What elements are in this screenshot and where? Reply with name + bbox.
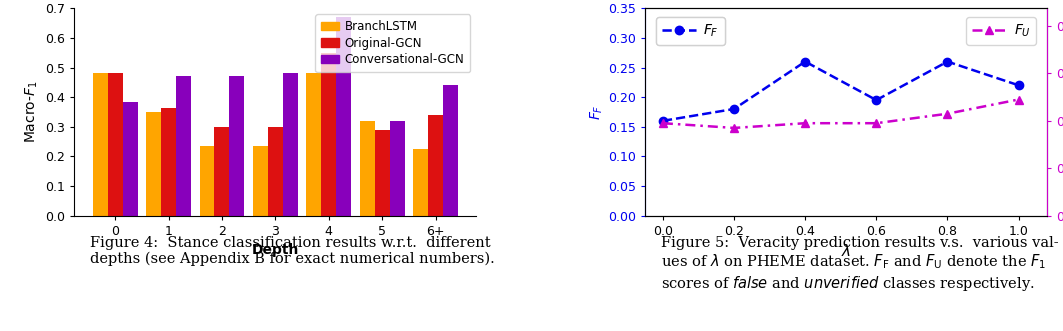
X-axis label: Depth: Depth bbox=[252, 243, 299, 257]
Bar bbox=[268, 127, 283, 215]
Bar bbox=[390, 121, 405, 215]
Bar bbox=[306, 73, 321, 215]
Bar bbox=[283, 73, 298, 215]
Legend: $F_F$: $F_F$ bbox=[656, 17, 725, 45]
Y-axis label: $F_F$: $F_F$ bbox=[589, 104, 605, 120]
Text: Figure 4:  Stance classification results w.r.t.  different
depths (see Appendix : Figure 4: Stance classification results … bbox=[90, 236, 495, 266]
Bar bbox=[428, 115, 443, 215]
Bar bbox=[230, 76, 244, 215]
Text: Figure 5:  Veracity prediction results v.s.  various val-
ues of $\lambda$ on PH: Figure 5: Veracity prediction results v.… bbox=[661, 236, 1059, 293]
Bar bbox=[414, 149, 428, 215]
Bar bbox=[200, 146, 215, 215]
Bar bbox=[146, 112, 162, 215]
Bar bbox=[107, 73, 122, 215]
Bar bbox=[253, 146, 268, 215]
Bar bbox=[321, 53, 336, 215]
Bar bbox=[92, 73, 107, 215]
Bar bbox=[336, 17, 351, 215]
Bar bbox=[443, 85, 458, 215]
Bar bbox=[122, 102, 137, 215]
Bar bbox=[375, 130, 390, 215]
Legend: $F_U$: $F_U$ bbox=[966, 17, 1036, 45]
Legend: BranchLSTM, Original-GCN, Conversational-GCN: BranchLSTM, Original-GCN, Conversational… bbox=[316, 14, 471, 72]
X-axis label: $\lambda$: $\lambda$ bbox=[841, 243, 851, 259]
Bar bbox=[162, 108, 176, 215]
Y-axis label: Macro-$F_1$: Macro-$F_1$ bbox=[23, 81, 39, 143]
Bar bbox=[359, 121, 375, 215]
Bar bbox=[176, 76, 191, 215]
Bar bbox=[215, 127, 230, 215]
